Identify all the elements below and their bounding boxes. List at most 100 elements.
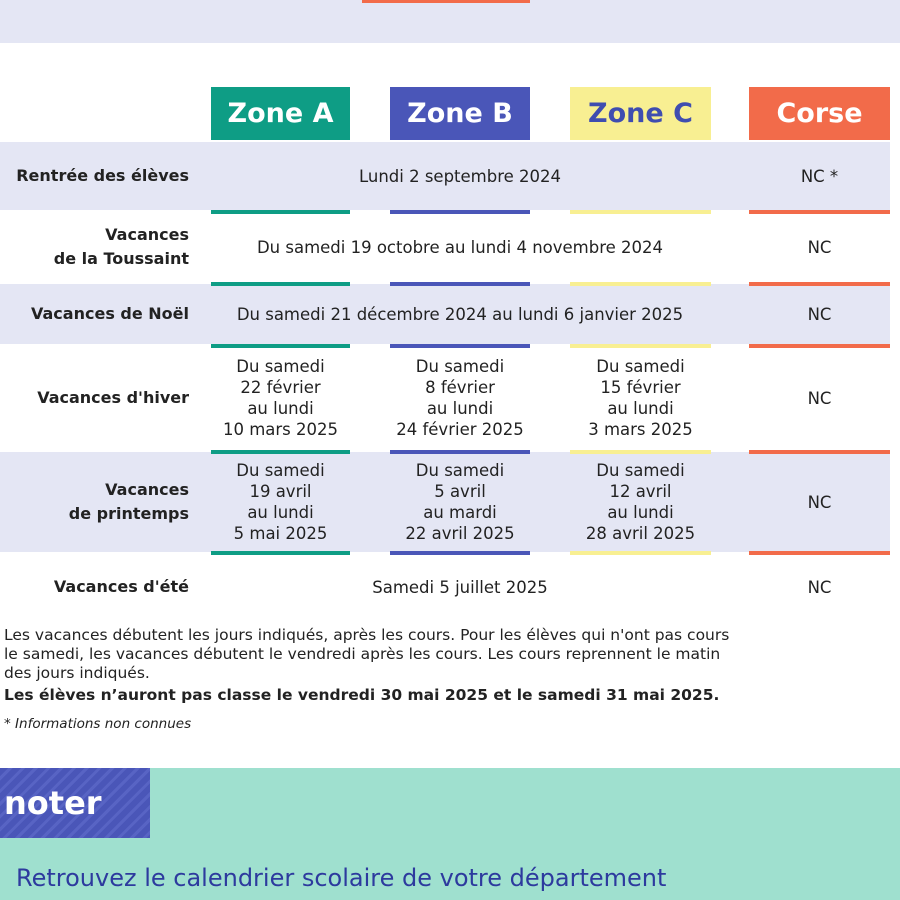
- text-line: Du samedi: [236, 357, 325, 376]
- row-band: [0, 284, 890, 344]
- zone-rule: [211, 450, 350, 454]
- text-line: 24 février 2025: [396, 420, 524, 439]
- text-line: Du samedi: [596, 357, 685, 376]
- text-line: au mardi: [423, 503, 497, 522]
- zone-rule: [570, 282, 711, 286]
- text-line: 15 février: [600, 378, 681, 397]
- zone-rule: [570, 344, 711, 348]
- text-line: au lundi: [607, 503, 674, 522]
- zone-header: Zone C: [570, 87, 711, 140]
- text-line: Du samedi: [415, 357, 505, 376]
- cell: NC: [749, 284, 890, 344]
- top-accent: [362, 0, 530, 3]
- row-band: [0, 142, 890, 210]
- text-line: au lundi: [247, 399, 314, 418]
- text-line: NC *: [800, 166, 839, 186]
- text-line: Vacances: [105, 225, 189, 244]
- text-line: Vacances de Noël: [31, 304, 189, 323]
- zone-header: Corse: [749, 87, 890, 140]
- cell: Du samedi 5 avril au mardi 22 avril 2025: [380, 452, 540, 552]
- zone-rule: [390, 282, 530, 286]
- zone-rule: [390, 344, 530, 348]
- zone-rule: [390, 210, 530, 214]
- cell: Du samedi 21 décembre 2024 au lundi 6 ja…: [200, 284, 720, 344]
- cell: Du samedi 8 février au lundi 24 février 202…: [380, 346, 540, 450]
- text-line: NC: [807, 237, 832, 257]
- text-line: Vacances: [105, 480, 189, 499]
- text-line: 28 avril 2025: [585, 524, 696, 543]
- row-label: Vacances de Noël: [0, 284, 189, 344]
- text-line: 22 avril 2025: [405, 524, 515, 543]
- text-line: au lundi: [426, 399, 494, 418]
- cell: NC: [749, 212, 890, 282]
- note-line: Les vacances débutent les jours indiqués…: [4, 626, 730, 644]
- text-line: 10 mars 2025: [222, 420, 339, 439]
- text-line: 22 février: [240, 378, 321, 397]
- cell: Samedi 5 juillet 2025: [200, 554, 720, 620]
- text-line: 19 avril: [249, 482, 312, 501]
- text-line: Samedi 5 juillet 2025: [372, 577, 548, 597]
- text-line: 3 mars 2025: [588, 420, 693, 439]
- zone-rule: [390, 551, 530, 555]
- zone-rule: [211, 210, 350, 214]
- cell: NC: [749, 346, 890, 450]
- text-line: NC: [807, 388, 832, 408]
- text-line: NC: [807, 492, 832, 512]
- cell: NC: [749, 554, 890, 620]
- text-line: Du samedi: [236, 461, 325, 480]
- zone-rule: [211, 551, 350, 555]
- zone-header: Zone A: [211, 87, 350, 140]
- text-line: de printemps: [68, 504, 189, 523]
- text-line: Du samedi: [596, 461, 685, 480]
- cell: NC: [749, 452, 890, 552]
- zone-rule: [570, 551, 711, 555]
- row-label: Vacances de la Toussaint: [0, 212, 189, 282]
- note-line: le samedi, les vacances débutent le vend…: [4, 645, 721, 663]
- cell: Du samedi 15 février au lundi 3 mars 2025: [560, 346, 721, 450]
- text-line: 12 avril: [609, 482, 672, 501]
- row-band: [0, 452, 890, 552]
- text-line: Du samedi 21 décembre 2024 au lundi 6 ja…: [236, 304, 684, 324]
- text-line: Du samedi 19 octobre au lundi 4 novembre…: [256, 237, 664, 257]
- cell: Du samedi 22 février au lundi 10 mars 2025: [201, 346, 360, 450]
- text-line: 8 février: [425, 378, 495, 397]
- banner-tag: noter: [0, 768, 150, 838]
- text-line: NC: [807, 577, 832, 597]
- zone-rule: [211, 282, 350, 286]
- notes: Les vacances débutent les jours indiqués…: [4, 626, 894, 734]
- note-bold: Les élèves n’auront pas classe le vendre…: [4, 686, 720, 704]
- text-line: Vacances d'été: [53, 577, 189, 596]
- zone-header: Zone B: [390, 87, 530, 140]
- row-label: Vacances de printemps: [0, 452, 189, 552]
- note-line: des jours indiqués.: [4, 664, 150, 682]
- text-line: Du samedi: [415, 461, 505, 480]
- footnote: * Informations non connues: [4, 716, 192, 732]
- row-label: Vacances d'hiver: [0, 346, 189, 450]
- text-line: Lundi 2 septembre 2024: [358, 166, 562, 186]
- zone-rule: [749, 344, 890, 348]
- cell: Du samedi 19 octobre au lundi 4 novembre…: [200, 212, 720, 282]
- zone-rule: [749, 210, 890, 214]
- zone-rule: [749, 282, 890, 286]
- cell: Lundi 2 septembre 2024: [200, 142, 720, 210]
- zone-rule: [749, 450, 890, 454]
- zone-rule: [570, 450, 711, 454]
- bottom-band: [0, 768, 900, 900]
- text-line: 5 mai 2025: [233, 524, 328, 543]
- text-line: de la Toussaint: [53, 249, 189, 268]
- top-band: [0, 0, 900, 43]
- text-line: Vacances d'hiver: [37, 388, 189, 407]
- text-line: au lundi: [607, 399, 674, 418]
- zone-rule: [211, 344, 350, 348]
- cell: Du samedi 12 avril au lundi 28 avril 2025: [560, 452, 721, 552]
- banner-link[interactable]: Retrouvez le calendrier scolaire de votr…: [16, 864, 667, 892]
- text-line: NC: [807, 304, 832, 324]
- zone-rule: [390, 450, 530, 454]
- text-line: 5 avril: [434, 482, 486, 501]
- text-line: Rentrée des élèves: [16, 166, 189, 185]
- zone-rule: [570, 210, 711, 214]
- zone-rule: [749, 551, 890, 555]
- cell: Du samedi 19 avril au lundi 5 mai 2025: [201, 452, 360, 552]
- cell: NC *: [749, 142, 890, 210]
